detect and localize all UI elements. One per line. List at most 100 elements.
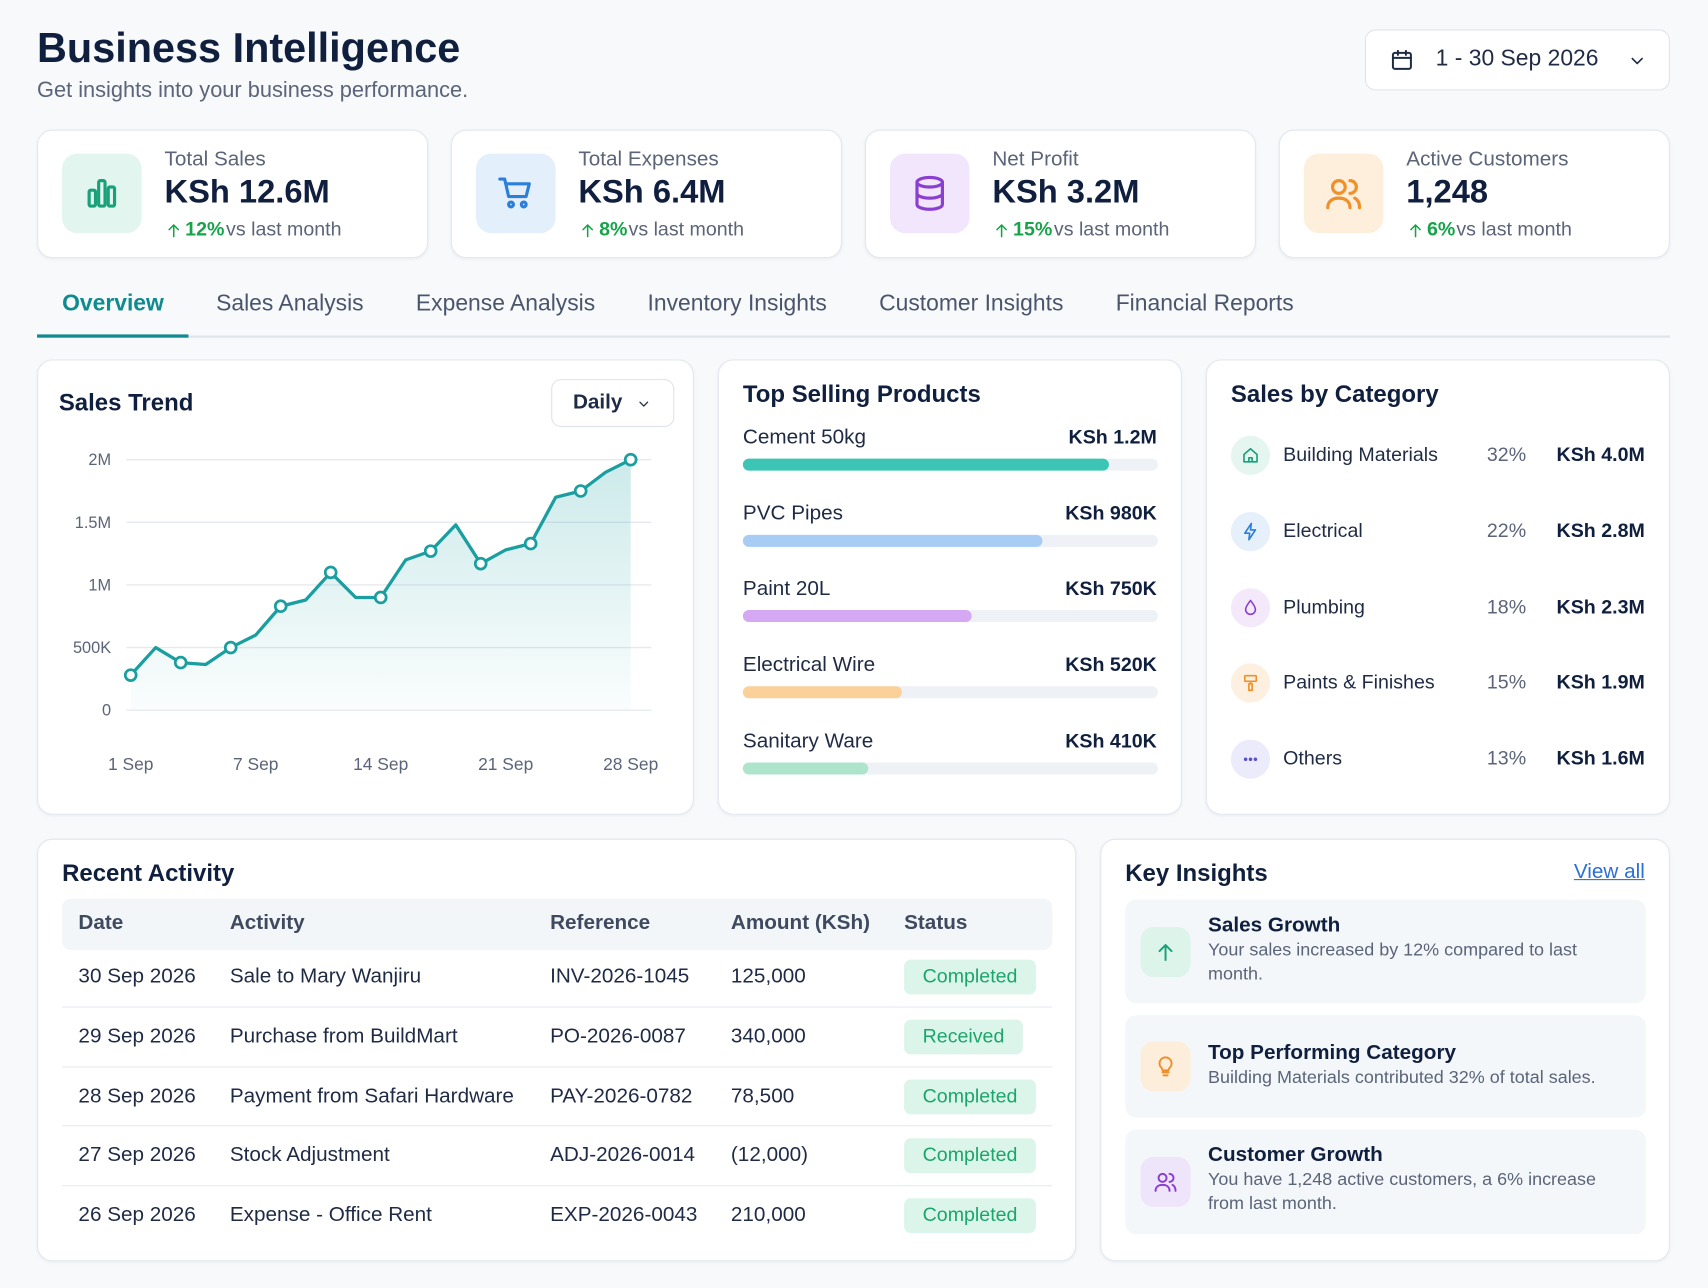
table-cell: (12,000) [730, 1144, 809, 1168]
icon [996, 224, 1008, 238]
icon [1243, 675, 1258, 692]
icon-part [97, 179, 107, 208]
kpi-icon [62, 153, 142, 234]
sales-point [573, 484, 588, 498]
kpi-change: 15% [1013, 217, 1053, 240]
period-select[interactable]: Daily [551, 379, 675, 428]
category-name: Electrical [1283, 519, 1363, 542]
tab[interactable]: Overview [37, 288, 189, 338]
product-name: Paint 20L [742, 577, 831, 601]
kpi-comparison: vs last month [628, 217, 745, 240]
status-badge: Completed [904, 1198, 1036, 1234]
sales-point [423, 544, 438, 558]
kpi-change: 6% [1426, 217, 1456, 240]
insight-text: Your sales increased by 12% compared to … [1208, 940, 1578, 984]
icon-part [87, 188, 98, 208]
category-amount: KSh 2.3M [1556, 595, 1645, 618]
icon [1391, 49, 1412, 70]
icon-part [168, 224, 180, 238]
icon [1244, 599, 1257, 615]
key-insights-card: Key Insights View all Sales Growth Your sal… [1100, 838, 1670, 1262]
date-picker[interactable]: 1 - 30 Sep 2026 [1364, 29, 1670, 91]
category-name: Others [1283, 747, 1343, 770]
table-cell: 340,000 [730, 1024, 806, 1048]
tab[interactable]: Sales Analysis [216, 290, 364, 316]
sales-point [623, 452, 638, 467]
table-cell: 125,000 [730, 965, 806, 988]
insight-title: Sales Growth [1208, 913, 1341, 937]
kpi-change: 12% [185, 217, 225, 240]
bar-track [742, 534, 1158, 547]
sales-point [223, 640, 238, 655]
icon-part [1158, 943, 1173, 961]
kpi-card: Total Sales KSh 12.6M 12% vs last month [37, 129, 429, 259]
y-tick-label: 0 [102, 702, 111, 720]
sales-point [473, 556, 488, 571]
x-tick-label: 28 Sep [603, 754, 658, 774]
category-amount: KSh 1.6M [1556, 747, 1645, 770]
view-all-link[interactable]: View all [1573, 860, 1645, 884]
icon-part [1248, 680, 1253, 692]
sales-category-card: Sales by Category Building Materials 32% KS… [1205, 359, 1670, 815]
tab[interactable]: Customer Insights [879, 290, 1064, 316]
table-cell: 78,500 [730, 1084, 795, 1108]
kpi-icon [1303, 153, 1384, 234]
insight-icon [1140, 1156, 1191, 1207]
tab[interactable]: Inventory Insights [647, 290, 827, 316]
icon-part [1243, 675, 1258, 683]
bar [742, 762, 869, 775]
kpi-label: Active Customers [1406, 148, 1569, 172]
date-range: 1 - 30 Sep 2026 [1435, 45, 1599, 71]
icon [1158, 943, 1173, 961]
product-name: Electrical Wire [742, 653, 876, 677]
y-tick-label: 2M [88, 451, 111, 469]
kpi-change: 8% [599, 217, 628, 240]
product-name: PVC Pipes [742, 501, 843, 525]
table-cell: Payment from Safari Hardware [229, 1084, 514, 1108]
sales-point [323, 565, 338, 580]
icon-part [1248, 757, 1253, 762]
card-title: Top Selling Products [742, 380, 981, 408]
y-tick-label: 500K [73, 639, 111, 657]
tab-bar: Overview Sales Analysis Expense Analysis In… [37, 288, 1319, 338]
card-title: Recent Activity [62, 859, 235, 887]
kpi-value: 1,248 [1406, 174, 1489, 211]
icon-part [1631, 57, 1643, 65]
icon-part [1244, 599, 1257, 615]
tab[interactable]: Financial Reports [1115, 290, 1294, 316]
table-cell: 29 Sep 2026 [78, 1024, 196, 1048]
icon [1326, 179, 1362, 210]
kpi-comparison: vs last month [1456, 217, 1572, 240]
icon-part [1157, 1172, 1168, 1183]
kpi-label: Total Sales [164, 148, 266, 172]
bar [742, 610, 972, 623]
insight-text: Building Materials contributed 32% of to… [1208, 1067, 1596, 1088]
line-chart: 0 500K 1M 1.5M 2M 1 Sep 7 Sep 14 Sep 21 Sep 28 Se… [73, 451, 658, 774]
icon-part [519, 200, 528, 209]
insight-title: Top Performing Category [1208, 1041, 1457, 1065]
icon [1631, 57, 1643, 65]
column-header: Activity [229, 911, 305, 935]
category-icon [1230, 663, 1271, 704]
kpi-card: Net Profit KSh 3.2M 15% vs last month [864, 129, 1256, 259]
product-value: KSh 750K [1065, 577, 1157, 600]
status-badge: Completed [904, 959, 1036, 995]
category-share: 18% [1486, 595, 1527, 618]
sales-point [523, 536, 538, 551]
category-amount: KSh 1.9M [1556, 671, 1645, 694]
icon [87, 179, 117, 208]
icon [915, 175, 945, 211]
table-cell: EXP-2026-0043 [550, 1203, 698, 1227]
row-divider [62, 1065, 1053, 1068]
bar [742, 534, 1042, 547]
row-divider [62, 1185, 1053, 1187]
insight-icon [1140, 926, 1191, 977]
tab[interactable]: Expense Analysis [415, 290, 596, 316]
sales-trend-card: Sales Trend Daily 0 500K 1M 1.5M 2M 1 Sep 7 Sep 1… [37, 359, 694, 815]
kpi-value: KSh 12.6M [164, 174, 330, 211]
category-name: Plumbing [1283, 595, 1365, 618]
product-name: Cement 50kg [742, 425, 867, 449]
icon-part [1330, 179, 1347, 195]
